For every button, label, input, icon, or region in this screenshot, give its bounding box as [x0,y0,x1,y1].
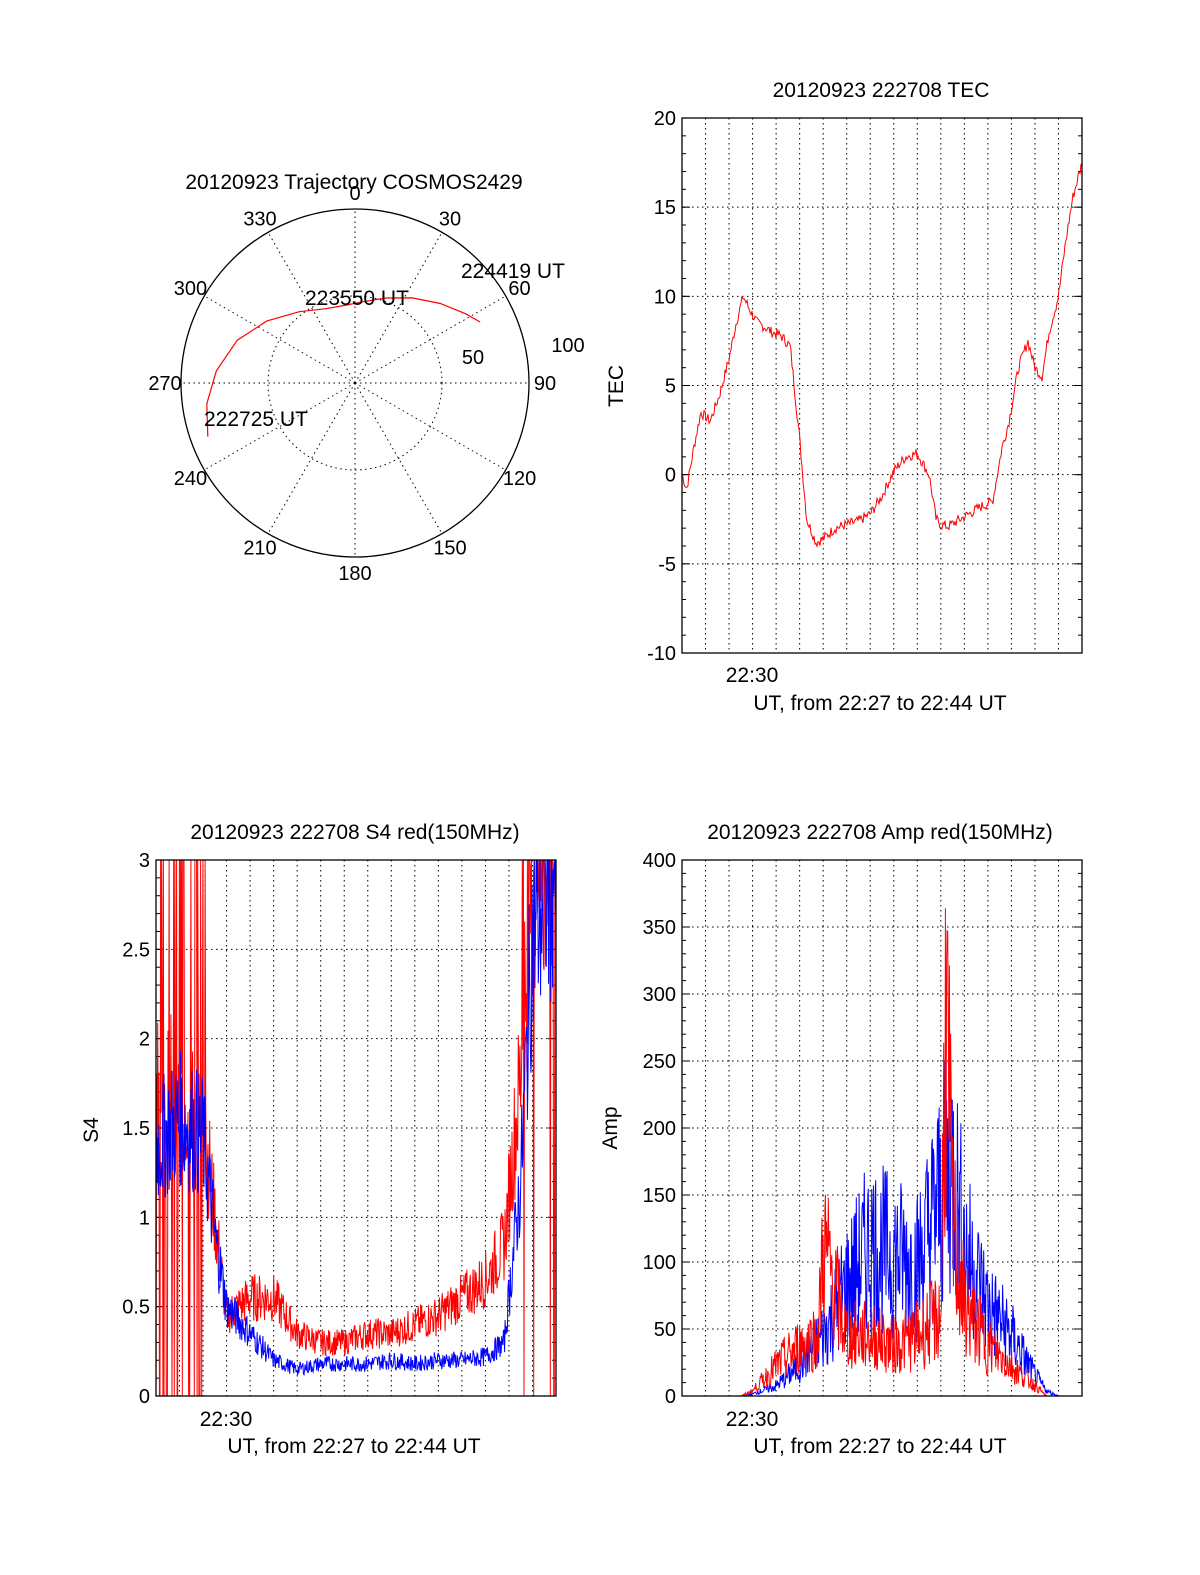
polar-angle-label: 210 [243,538,276,560]
amp-series-line-0 [682,1060,1082,1397]
polar-angle-label: 0 [349,183,360,205]
polar-trajectory-line [206,297,481,437]
tec-ytick-label: 5 [665,376,676,398]
polar-annotation-start: 222725 UT [204,408,308,431]
polar-annotation-end: 224419 UT [461,260,565,283]
s4-xlabel: UT, from 22:27 to 22:44 UT [227,1435,480,1458]
polar-grid-spoke [354,382,506,471]
s4-ticks: 3 2.5 2 1.5 1 0.5 0 [122,850,556,1408]
amp-ytick-label: 250 [643,1051,676,1073]
tec-plot-frame [681,117,1083,654]
tec-ytick-label: -5 [658,554,676,576]
polar-grid-spoke [354,295,506,384]
polar-trajectory-chart: 20120923 Trajectory COSMOS2429 0 30 60 90 12… [148,171,584,585]
s4-xtick-label: 22:30 [200,1408,253,1431]
amp-series-line-1 [682,908,1082,1397]
polar-radial-label-50: 50 [462,347,484,369]
polar-angle-labels: 0 30 60 90 120 150 180 210 240 270 300 330 [148,183,556,585]
polar-grid-spoke [204,382,356,471]
s4-ylabel: S4 [80,1117,103,1143]
polar-angle-label: 90 [534,373,556,395]
tec-xtick-label: 22:30 [726,664,779,687]
polar-grid-circle [267,295,443,471]
amp-ytick-label: 0 [665,1386,676,1408]
polar-angle-label: 150 [433,538,466,560]
polar-annotation-mid: 223550 UT [305,287,409,310]
polar-grid-spoke [204,295,356,384]
polar-angle-label: 330 [243,208,276,230]
polar-angle-label: 30 [439,208,461,230]
s4-plot-frame [155,859,557,1397]
amp-xtick-label: 22:30 [726,1408,779,1431]
tec-title: 20120923 222708 TEC [773,79,990,102]
s4-chart: 20120923 222708 S4 red(150MHz) 3 2.5 2 1.5 1… [80,821,557,1458]
amp-plot-frame [681,859,1083,1397]
s4-ytick-label: 1.5 [122,1118,150,1140]
tec-ytick-label: 20 [654,108,676,130]
polar-angle-label: 120 [503,468,536,490]
polar-angle-label: 180 [338,563,371,585]
amp-chart: 20120923 222708 Amp red(150MHz) 400 350 30… [599,821,1083,1458]
amp-title: 20120923 222708 Amp red(150MHz) [707,821,1053,844]
amp-series-layer [682,908,1082,1397]
s4-series-line-1 [155,859,557,1377]
polar-outer-circle [180,208,530,558]
polar-grid-spoke [354,382,443,534]
tec-xlabel: UT, from 22:27 to 22:44 UT [753,692,1006,715]
amp-ytick-label: 50 [654,1319,676,1341]
amp-ticks: 400 350 300 250 200 150 100 50 0 [643,850,1082,1408]
s4-ytick-label: 1 [139,1207,150,1229]
tec-ytick-label: 10 [654,286,676,308]
polar-angle-label: 270 [148,373,181,395]
s4-title: 20120923 222708 S4 red(150MHz) [190,821,519,844]
tec-ytick-label: 15 [654,197,676,219]
amp-ylabel: Amp [599,1106,622,1149]
tec-ylabel: TEC [605,365,628,407]
amp-ytick-label: 150 [643,1185,676,1207]
amp-ytick-label: 100 [643,1252,676,1274]
amp-ytick-label: 400 [643,850,676,872]
s4-ytick-label: 0 [139,1386,150,1408]
polar-angle-label: 240 [174,468,207,490]
polar-grid-spoke [267,382,356,534]
polar-angle-label: 300 [174,278,207,300]
tec-ytick-label: -10 [647,643,676,665]
s4-series-layer [155,859,557,1397]
s4-ytick-label: 2.5 [122,939,150,961]
amp-ytick-label: 200 [643,1118,676,1140]
tec-ytick-label: 0 [665,465,676,487]
amp-ytick-label: 350 [643,917,676,939]
polar-radial-label-100: 100 [551,335,584,357]
polar-grid [181,209,529,557]
polar-title: 20120923 Trajectory COSMOS2429 [185,171,522,194]
s4-ytick-label: 3 [139,850,150,872]
tec-series-layer [681,163,1083,549]
tec-ticks: 20 15 10 5 0 -5 -10 [647,108,1082,665]
s4-ytick-label: 2 [139,1029,150,1051]
amp-xlabel: UT, from 22:27 to 22:44 UT [753,1435,1006,1458]
amp-ytick-label: 300 [643,984,676,1006]
tec-chart: 20120923 222708 TEC 20 15 10 5 0 -5 -10 TEC 22… [605,79,1083,715]
s4-grid [156,860,556,1396]
tec-series-line-0 [681,163,1083,549]
polar-grid-spoke [354,232,443,384]
polar-grid-spoke [267,232,356,384]
tec-grid [682,118,1082,653]
s4-ytick-label: 0.5 [122,1297,150,1319]
polar-angle-label: 60 [508,278,530,300]
